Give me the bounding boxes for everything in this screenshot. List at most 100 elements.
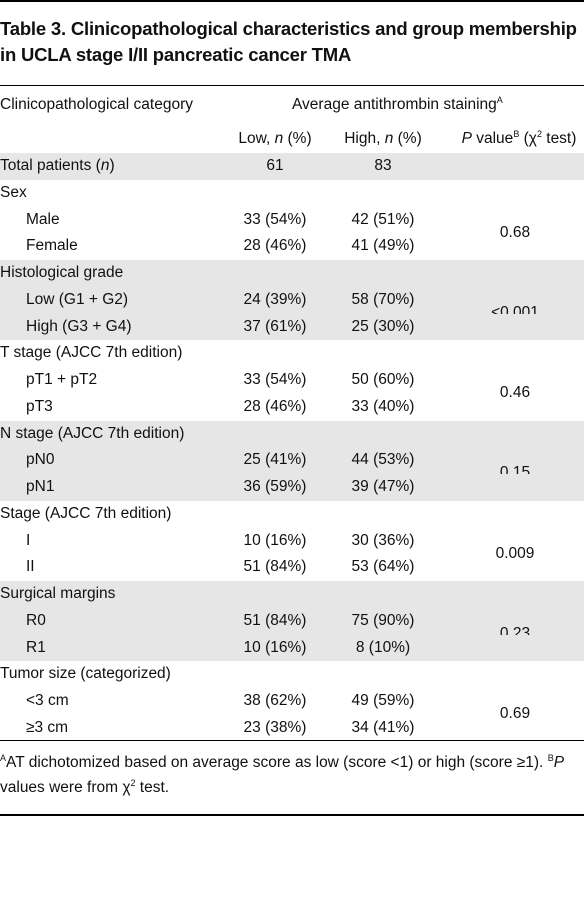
- row-label: High (G3 + G4): [26, 317, 132, 335]
- low-value: 38 (62%): [243, 692, 307, 709]
- high-value: 58 (70%): [351, 290, 415, 308]
- table-row: <3 cm 38 (62%) 49 (59%) 0.69: [0, 688, 584, 722]
- row-label: Low (G1 + G2): [26, 290, 129, 308]
- low-column-header: Low, n (%): [230, 130, 320, 148]
- category-label: Stage (AJCC 7th edition): [0, 504, 172, 522]
- low-value: 51 (84%): [243, 558, 307, 576]
- table-row: Low (G1 + G2) 24 (39%) 58 (70%) <0.001: [0, 286, 584, 321]
- p-value: 0.68: [499, 223, 531, 241]
- category-label: N stage (AJCC 7th edition): [0, 424, 185, 442]
- row-label: pT1 + pT2: [26, 371, 98, 388]
- high-value: 41 (49%): [351, 237, 415, 255]
- category-label: Surgical margins: [0, 585, 116, 602]
- p-value: 0.009: [495, 544, 535, 562]
- category-label: T stage (AJCC 7th edition): [0, 344, 183, 362]
- footnote-marker-a: A: [496, 94, 503, 105]
- high-value: 34 (41%): [351, 718, 415, 736]
- table-row: R0 51 (84%) 75 (90%) 0.23: [0, 607, 584, 642]
- category-label: Tumor size (categorized): [0, 665, 171, 683]
- category-label: Histological grade: [0, 264, 124, 281]
- high-value: 8 (10%): [355, 638, 411, 656]
- total-label-n: n: [100, 157, 110, 174]
- row-label: ≥3 cm: [26, 718, 69, 736]
- footnote-a-marker: A: [0, 752, 7, 763]
- footnote-b-marker: B: [547, 752, 554, 763]
- total-low: 61: [266, 157, 284, 174]
- low-value: 36 (59%): [243, 478, 307, 495]
- table-footnote: AAT dichotomized based on average score …: [0, 750, 584, 800]
- table-row: pT3 28 (46%) 33 (40%): [0, 394, 584, 421]
- row-label: <3 cm: [26, 692, 69, 709]
- table-row: Male 33 (54%) 42 (51%) 0.68: [0, 207, 584, 241]
- footnote-b-text: values were from χ: [0, 779, 131, 796]
- low-header-suffix: (%): [283, 130, 312, 147]
- high-value: 75 (90%): [351, 611, 415, 629]
- high-value: 53 (64%): [351, 558, 415, 576]
- total-patients-label: Total patients (n): [0, 157, 115, 175]
- category-row: Histological grade: [0, 260, 584, 287]
- category-row: Sex: [0, 180, 584, 207]
- footnote-a-text: AT dichotomized based on average score a…: [6, 754, 544, 771]
- category-row: Stage (AJCC 7th edition): [0, 501, 584, 528]
- row-label: R0: [26, 611, 46, 629]
- low-value: 28 (46%): [243, 237, 307, 255]
- table-row: II 51 (84%) 53 (64%): [0, 554, 584, 581]
- p-header-test-sup: 2: [536, 128, 542, 139]
- high-header-suffix: (%): [393, 130, 422, 147]
- table-title: Table 3. Clinicopathological characteris…: [0, 16, 584, 68]
- p-header-test-open: (χ: [519, 130, 537, 147]
- row-label: pN1: [26, 478, 55, 495]
- staining-group-header: Average antithrombin stainingA: [292, 94, 503, 114]
- total-patients-row: Total patients (n) 61 83: [0, 153, 584, 180]
- table-title-line1: Table 3. Clinicopathological characteris…: [0, 18, 577, 39]
- category-label: Sex: [0, 183, 27, 201]
- table-row: High (G3 + G4) 37 (61%) 25 (30%): [0, 313, 584, 341]
- category-row: Tumor size (categorized): [0, 661, 584, 688]
- row-label: R1: [26, 638, 46, 656]
- low-value: 37 (61%): [243, 317, 307, 335]
- table-row: pN0 25 (41%) 44 (53%) 0.15: [0, 447, 584, 481]
- category-row: Surgical margins: [0, 581, 584, 608]
- row-label: I: [26, 531, 31, 549]
- low-value: 25 (41%): [243, 451, 307, 469]
- high-value: 50 (60%): [351, 371, 415, 388]
- high-value: 49 (59%): [351, 692, 415, 709]
- low-value: 33 (54%): [243, 371, 307, 388]
- low-value: 24 (39%): [243, 290, 307, 308]
- low-header-prefix: Low,: [238, 130, 275, 147]
- p-header-test-close: test): [541, 130, 577, 147]
- table-body: Total patients (n) 61 83 Sex Male 33 (54%)…: [0, 153, 584, 742]
- p-value-column-header: P valueB (χ2 test): [454, 128, 584, 148]
- table-row: I 10 (16%) 30 (36%) 0.009: [0, 528, 584, 562]
- low-header-n: n: [274, 130, 284, 147]
- table-row: pT1 + pT2 33 (54%) 50 (60%) 0.46: [0, 367, 584, 401]
- high-value: 39 (47%): [351, 478, 415, 495]
- table-row: pN1 36 (59%) 39 (47%): [0, 474, 584, 501]
- low-value: 28 (46%): [243, 397, 307, 415]
- low-value: 33 (54%): [243, 210, 307, 228]
- table-row: Female 28 (46%) 41 (49%): [0, 233, 584, 260]
- total-label-prefix: Total patients (: [0, 157, 101, 174]
- category-header: Clinicopathological category: [0, 96, 194, 113]
- staining-group-label: Average antithrombin staining: [292, 96, 497, 113]
- footnote-b-text-end: test.: [135, 779, 170, 796]
- p-value: 0.69: [499, 705, 531, 722]
- top-rule: [0, 0, 584, 2]
- total-label-suffix: ): [109, 157, 115, 174]
- low-value: 51 (84%): [243, 611, 307, 629]
- footnote-marker-b: B: [513, 128, 520, 139]
- high-header-n: n: [384, 130, 394, 147]
- high-value: 42 (51%): [351, 210, 415, 228]
- high-value: 30 (36%): [351, 531, 415, 549]
- high-value: 25 (30%): [351, 317, 415, 335]
- header-rule: [0, 85, 584, 86]
- bottom-rule: [0, 814, 584, 816]
- row-label: pN0: [26, 451, 55, 469]
- footnote-b-sup: 2: [130, 777, 136, 788]
- row-label: Female: [26, 237, 78, 255]
- row-label: pT3: [26, 397, 53, 415]
- row-label: II: [26, 558, 35, 576]
- total-high: 83: [374, 157, 392, 174]
- category-row: N stage (AJCC 7th edition): [0, 420, 584, 448]
- high-column-header: High, n (%): [338, 130, 428, 148]
